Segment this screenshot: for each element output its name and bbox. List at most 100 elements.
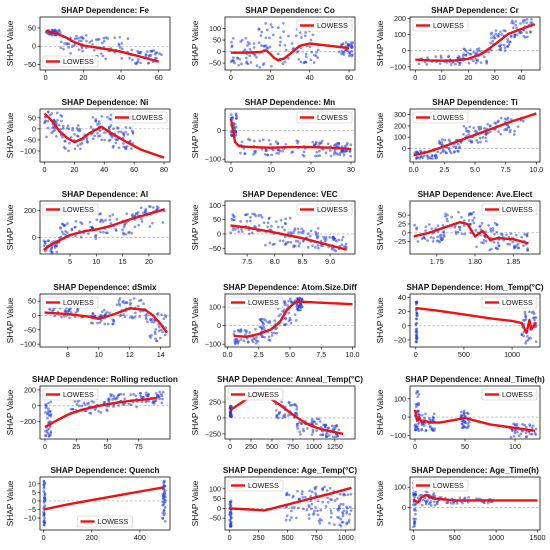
scatter-point xyxy=(59,226,62,229)
scatter-point xyxy=(134,394,138,398)
scatter-point xyxy=(530,18,533,21)
scatter-point xyxy=(428,416,431,420)
subplot-title: SHAP Dependence: Co xyxy=(245,6,334,15)
plot-area xyxy=(228,391,344,439)
scatter-point xyxy=(136,60,140,63)
scatter-point xyxy=(281,239,285,243)
plot-area xyxy=(413,390,538,439)
y-tick-label: 100 xyxy=(394,483,406,492)
axes-frame xyxy=(409,476,541,531)
scatter-point xyxy=(260,327,264,331)
scatter-point xyxy=(469,52,473,56)
y-axis-label: SHAP Value xyxy=(5,112,15,158)
y-axis-label: SHAP Value xyxy=(375,389,385,435)
scatter-point xyxy=(423,496,427,500)
x-tick-label: 40 xyxy=(117,73,125,82)
scatter-point xyxy=(138,391,142,395)
scatter-point xyxy=(117,146,121,150)
scatter-point xyxy=(524,315,528,319)
y-tick-label: 0 xyxy=(402,503,406,512)
scatter-point xyxy=(292,494,295,498)
scatter-point xyxy=(425,63,429,66)
scatter-point xyxy=(124,232,127,236)
scatter-point xyxy=(463,232,467,236)
scatter-point xyxy=(97,120,101,123)
scatter-point xyxy=(520,235,524,239)
scatter-point xyxy=(465,129,468,133)
scatter-point xyxy=(125,212,129,216)
scatter-point xyxy=(337,509,340,512)
scatter-point xyxy=(153,56,157,60)
scatter-point xyxy=(240,38,244,42)
scatter-point xyxy=(337,142,341,146)
scatter-point xyxy=(123,222,127,225)
scatter-point xyxy=(344,41,348,44)
scatter-point xyxy=(90,399,94,403)
scatter-point xyxy=(470,139,473,143)
scatter-point xyxy=(486,131,490,135)
x-tick-label: 750 xyxy=(287,442,299,451)
scatter-point xyxy=(46,411,50,415)
scatter-point xyxy=(519,432,523,436)
scatter-point xyxy=(75,34,78,38)
scatter-point xyxy=(350,43,353,47)
scatter-point xyxy=(73,37,77,41)
scatter-point xyxy=(428,425,432,429)
scatter-point xyxy=(444,214,447,218)
scatter-point xyxy=(316,244,320,247)
scatter-point xyxy=(311,33,315,37)
scatter-point xyxy=(333,499,337,502)
scatter-point xyxy=(102,39,106,43)
scatter-point xyxy=(252,42,256,45)
scatter-point xyxy=(515,33,519,37)
scatter-point xyxy=(324,238,328,241)
scatter-point xyxy=(133,225,137,229)
scatter-point xyxy=(243,152,247,156)
scatter-point xyxy=(461,501,464,505)
scatter-point xyxy=(508,40,512,44)
scatter-point xyxy=(139,50,143,54)
scatter-point xyxy=(300,422,303,425)
y-tick-label: 10 xyxy=(28,479,36,488)
legend-label: LOWESS xyxy=(63,298,94,307)
scatter-point xyxy=(139,298,143,302)
scatter-point xyxy=(83,403,87,407)
scatter-point xyxy=(350,49,353,53)
scatter-point xyxy=(276,142,280,145)
scatter-point xyxy=(142,302,145,306)
scatter-point xyxy=(160,313,163,316)
scatter-point xyxy=(155,205,159,208)
scatter-point xyxy=(97,409,100,413)
scatter-point xyxy=(525,232,529,236)
x-tick-label: 0 xyxy=(42,533,46,542)
scatter-point xyxy=(462,224,466,227)
scatter-point xyxy=(308,234,312,238)
scatter-point xyxy=(42,523,46,527)
scatter-point xyxy=(270,153,273,157)
scatter-point xyxy=(46,407,50,411)
y-tick-label: −200 xyxy=(20,417,36,426)
scatter-point xyxy=(499,116,503,120)
y-tick-label: 100 xyxy=(394,30,406,39)
scatter-point xyxy=(134,311,137,315)
scatter-point xyxy=(446,219,449,223)
scatter-point xyxy=(48,308,52,312)
scatter-point xyxy=(467,219,471,222)
scatter-point xyxy=(90,39,94,43)
lowess-line xyxy=(229,486,352,512)
scatter-point xyxy=(77,404,81,408)
scatter-point xyxy=(103,308,106,312)
scatter-point xyxy=(80,35,84,39)
scatter-point xyxy=(139,206,143,210)
scatter-point xyxy=(239,338,243,341)
axes-frame xyxy=(224,385,356,440)
scatter-point xyxy=(441,224,445,227)
scatter-point xyxy=(460,413,463,417)
scatter-point xyxy=(108,138,112,142)
scatter-point xyxy=(506,38,510,41)
x-tick-label: 0 xyxy=(414,350,418,359)
scatter-point xyxy=(326,142,330,146)
lowess-line xyxy=(412,493,538,504)
scatter-point xyxy=(123,315,127,319)
scatter-point xyxy=(345,510,349,513)
